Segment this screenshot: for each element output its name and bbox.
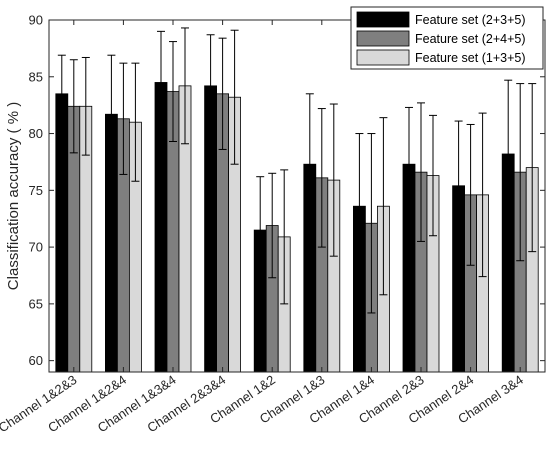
y-tick-label: 80 bbox=[29, 126, 43, 141]
y-tick-label: 70 bbox=[29, 240, 43, 255]
legend-label: Feature set (1+3+5) bbox=[415, 51, 525, 65]
y-tick-label: 75 bbox=[29, 183, 43, 198]
y-tick-label: 85 bbox=[29, 69, 43, 84]
legend-swatch bbox=[356, 11, 410, 28]
legend-label: Feature set (2+3+5) bbox=[415, 13, 525, 27]
legend: Feature set (2+3+5) Feature set (2+4+5) Fe… bbox=[350, 6, 544, 70]
bars-layer bbox=[55, 82, 539, 373]
legend-label: Feature set (2+4+5) bbox=[415, 32, 525, 46]
legend-swatch bbox=[356, 30, 410, 47]
y-tick-label: 65 bbox=[29, 296, 43, 311]
bar bbox=[55, 93, 69, 373]
y-axis-label: Classification accuracy ( % ) bbox=[5, 102, 22, 290]
error-bars-layer bbox=[57, 27, 537, 314]
y-tick-label: 60 bbox=[29, 353, 43, 368]
legend-swatch bbox=[356, 49, 410, 66]
plot-frame bbox=[48, 19, 546, 373]
y-tick-label: 90 bbox=[29, 13, 43, 28]
